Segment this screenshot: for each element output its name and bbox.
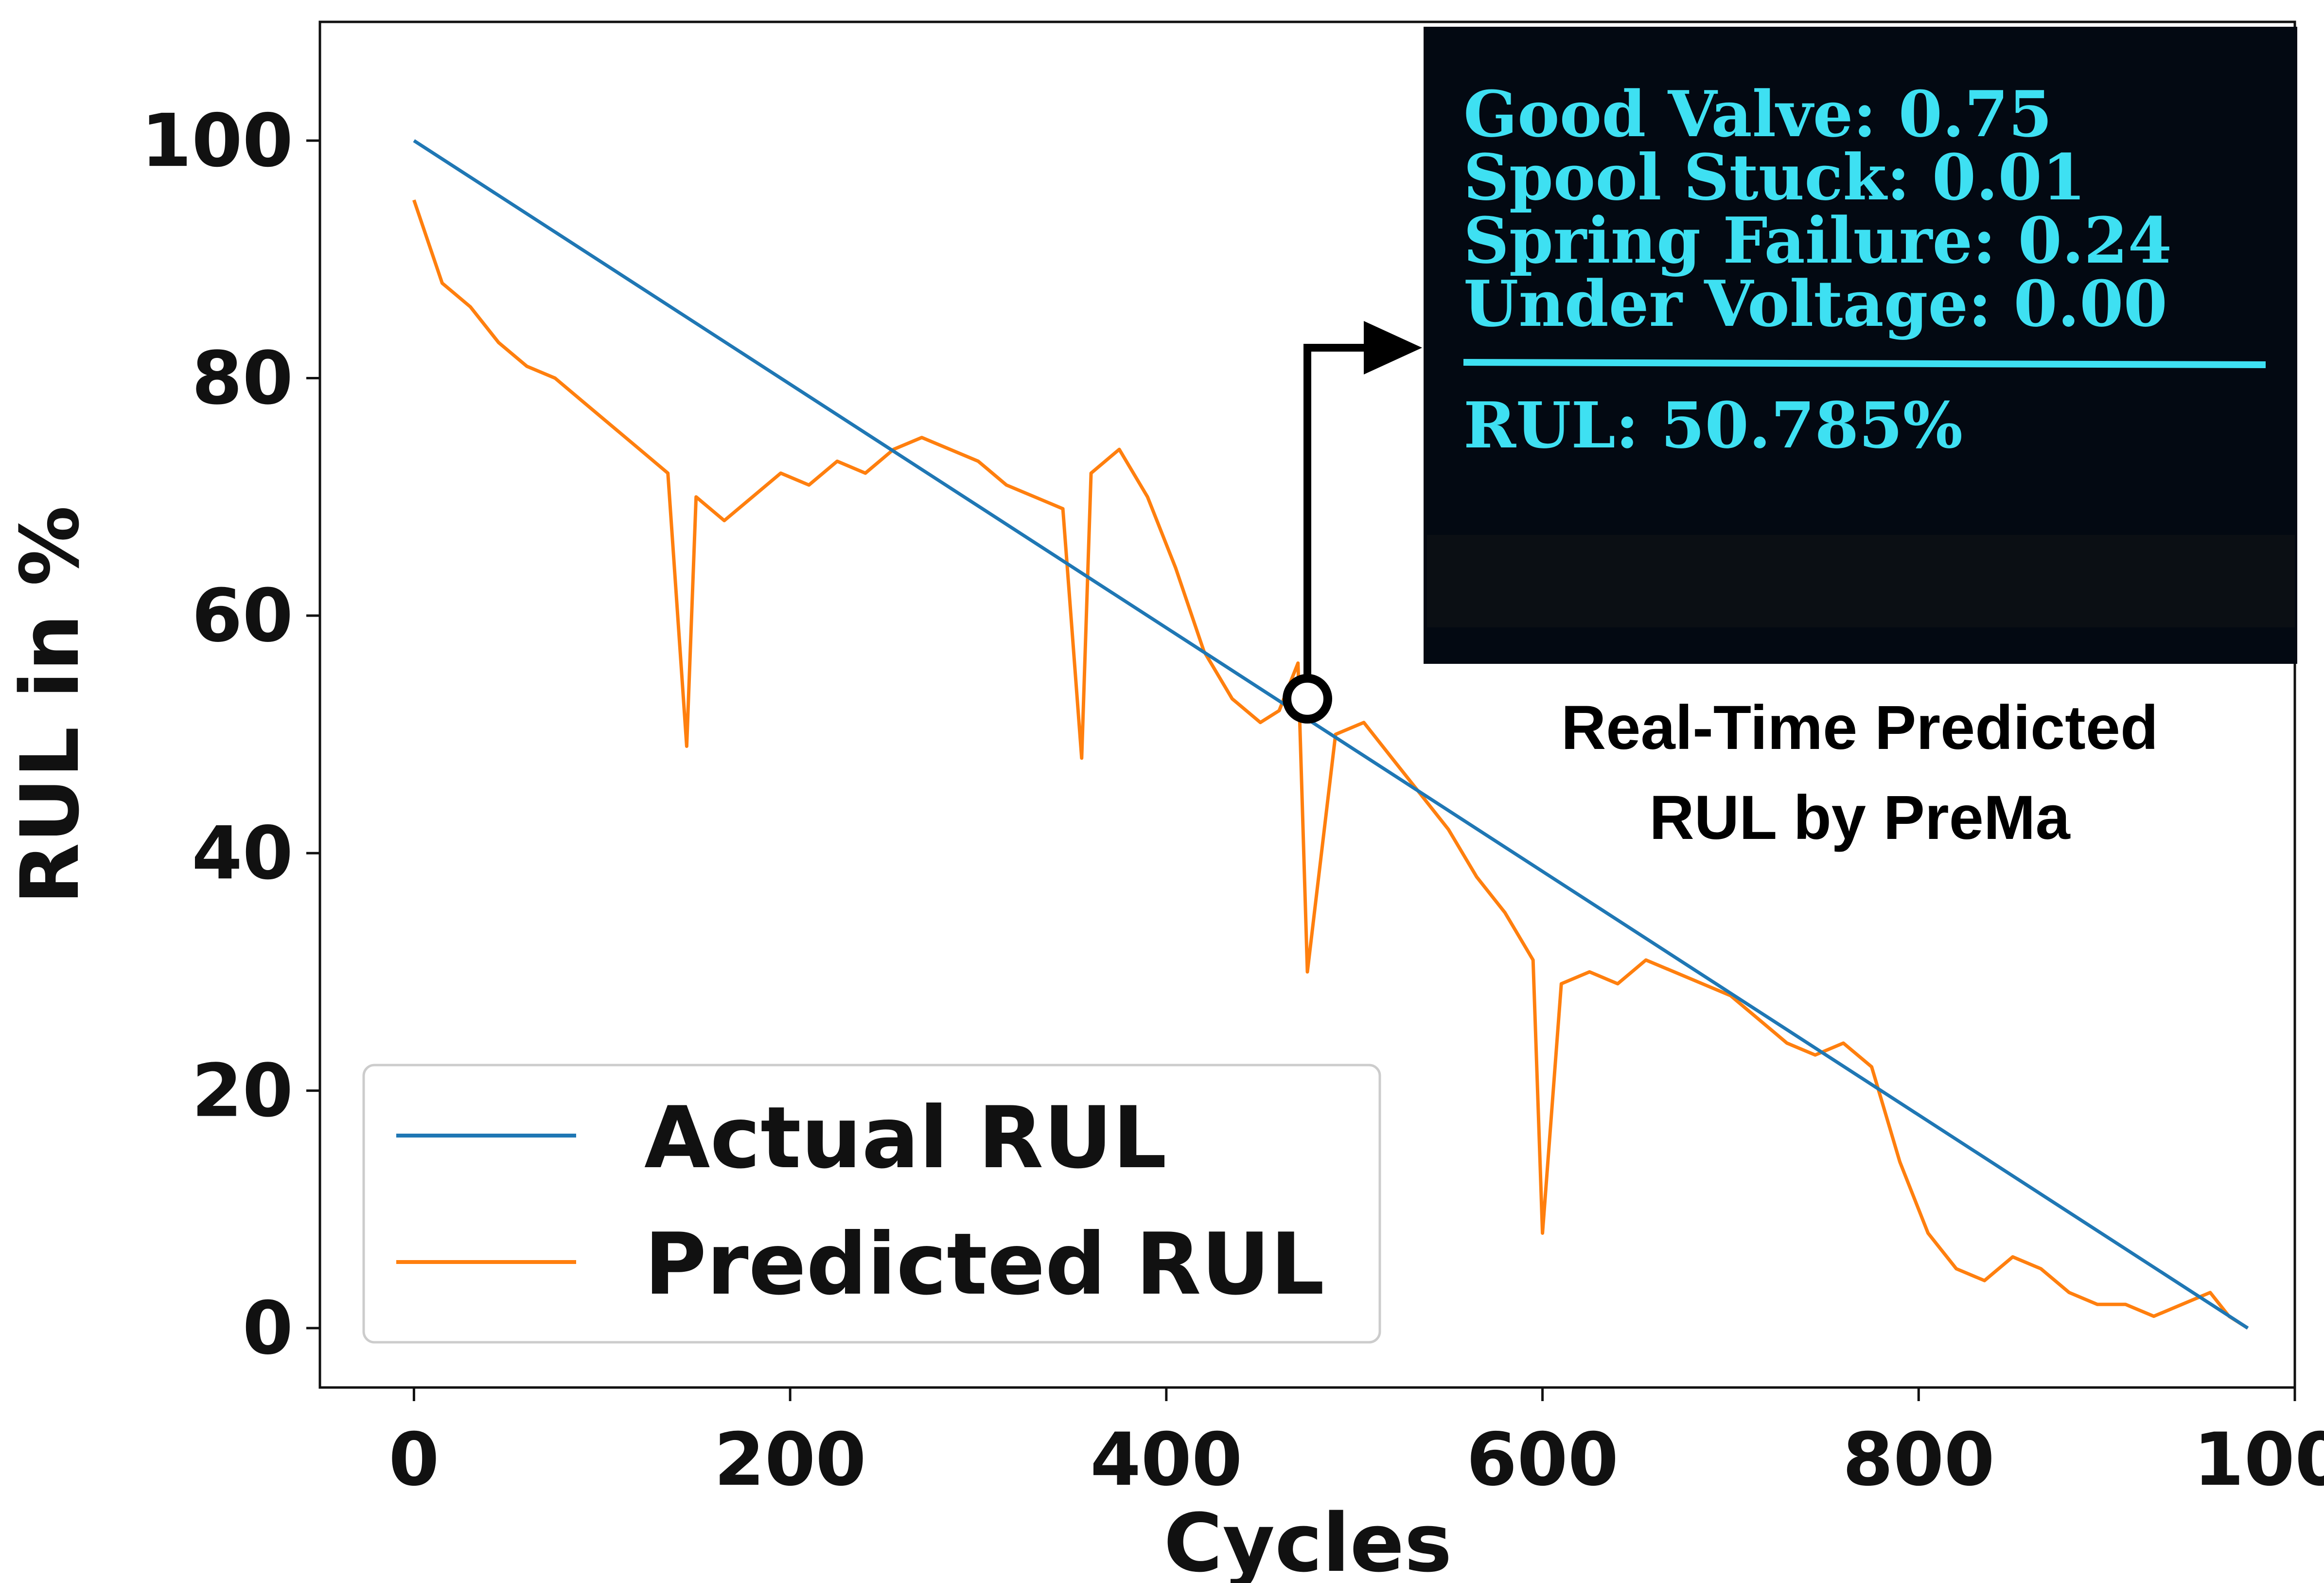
legend-label-actual-rul: Actual RUL — [644, 1089, 1167, 1188]
legend-box — [362, 1064, 1381, 1344]
lcd-line-good-valve: Good Valve: 0.75 — [1463, 77, 2052, 151]
caption-line-2: RUL by PreMa — [1649, 783, 2070, 853]
lcd-line-under-voltage: Under Voltage: 0.00 — [1463, 267, 2167, 341]
lcd-line-spring-failure: Spring Failure: 0.24 — [1463, 203, 2172, 278]
lcd-divider — [1463, 359, 2266, 368]
annotation-arrowhead — [1364, 321, 1422, 374]
plot-frame — [318, 20, 2296, 1389]
x-tick-label: 600 — [1466, 1418, 1619, 1502]
y-tick-label: 60 — [192, 574, 293, 658]
legend: Actual RUL Predicted RUL — [362, 1064, 1381, 1344]
y-tick-label: 0 — [243, 1286, 293, 1371]
annotation-arrow — [1303, 344, 1373, 678]
lcd-bezel-bottom — [1427, 535, 2295, 627]
y-tick-label: 40 — [192, 811, 293, 896]
lcd-display-inset: Good Valve: 0.75 Spool Stuck: 0.01 Sprin… — [1424, 27, 2297, 664]
x-tick-label: 400 — [1090, 1418, 1242, 1502]
series-line-predicted-rul — [412, 199, 2249, 1330]
y-tick-label: 100 — [141, 99, 293, 183]
annotation-marker-circle — [1283, 674, 1332, 724]
x-tick-label: 800 — [1843, 1418, 1995, 1502]
y-axis-ticks: 0 20 40 60 80 100 — [141, 99, 320, 1371]
lcd-line-spool-stuck: Spool Stuck: 0.01 — [1463, 140, 2086, 214]
y-tick-label: 20 — [192, 1049, 293, 1134]
x-axis-title: Cycles — [1163, 1496, 1452, 1583]
legend-label-predicted-rul: Predicted RUL — [644, 1215, 1324, 1314]
x-tick-label: 200 — [714, 1418, 866, 1502]
x-tick-label: 0 — [388, 1418, 439, 1502]
lcd-rul-readout: RUL: 50.785% — [1463, 388, 1963, 462]
y-axis-title: RUL in % — [3, 506, 97, 905]
y-tick-label: 80 — [192, 337, 293, 421]
caption-line-1: Real-Time Predicted — [1561, 693, 2158, 763]
series-line-actual-rul — [413, 139, 2249, 1330]
